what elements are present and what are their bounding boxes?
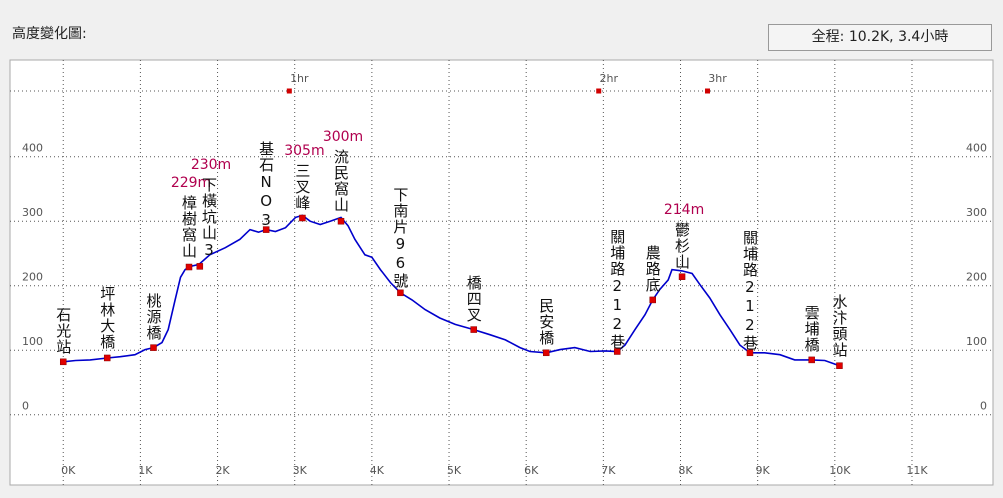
title: 高度變化圖:	[12, 26, 87, 42]
time-marker	[705, 88, 711, 94]
y-tick-label-right: 100	[966, 335, 987, 348]
waypoint-name: 流民窩山	[332, 149, 350, 214]
waypoint	[196, 263, 204, 270]
waypoint-elevation-label: 305m	[284, 143, 325, 159]
waypoint	[836, 362, 843, 369]
waypoint	[746, 349, 754, 357]
x-tick-label: 1K	[138, 464, 153, 477]
waypoint-name: 三叉峰	[293, 163, 312, 211]
time-marker-label: 3hr	[708, 72, 727, 85]
waypoint	[103, 354, 111, 362]
waypoint-elevation-label: 229m	[170, 175, 212, 192]
waypoint	[543, 349, 550, 357]
waypoint-name: 橋四叉	[464, 274, 483, 323]
y-tick-label: 0	[22, 400, 29, 413]
time-marker	[596, 88, 602, 94]
waypoint-elevation-label: 300m	[322, 129, 364, 146]
x-tick-label: 11K	[906, 464, 928, 477]
waypoint	[262, 226, 270, 233]
waypoint-name: 下南片96號	[391, 186, 410, 289]
waypoint	[470, 326, 477, 333]
waypoint-name: 坪林大橋	[98, 285, 117, 350]
plot-panel	[9, 59, 994, 486]
waypoint-name: 水汴頭站	[830, 293, 849, 358]
waypoint	[678, 273, 686, 280]
waypoint	[185, 263, 193, 271]
x-tick-label: 10K	[829, 464, 851, 477]
waypoint-name: 基石NO3	[257, 140, 276, 230]
waypoint-name: 關埔路212巷	[740, 229, 759, 351]
x-tick-label: 0K	[61, 464, 76, 477]
waypoint	[59, 358, 67, 366]
summary-box: 全程: 10.2K, 3.4小時	[768, 24, 992, 51]
waypoint-name: 民安橋	[537, 297, 556, 346]
waypoint-elevation-label: 214m	[663, 201, 705, 218]
waypoint	[397, 289, 404, 297]
y-tick-label: 400	[22, 142, 43, 155]
y-tick-label: 200	[22, 271, 43, 284]
waypoint	[613, 348, 621, 355]
waypoint-name: 鬱杉山	[673, 221, 692, 270]
y-tick-label: 100	[22, 335, 43, 348]
time-marker-label: 2hr	[599, 72, 618, 85]
time-marker-label: 1hr	[290, 72, 309, 85]
x-tick-label: 5K	[447, 464, 462, 477]
x-tick-label: 6K	[524, 464, 539, 477]
x-tick-label: 4K	[370, 464, 385, 477]
waypoint-name: 雲埔橋	[802, 304, 821, 353]
waypoint	[649, 296, 656, 304]
waypoint-name: 關埔路212巷	[608, 228, 627, 350]
y-tick-label: 300	[22, 206, 43, 219]
waypoint	[337, 217, 345, 225]
waypoint-name: 下橫坑山3	[200, 177, 218, 261]
x-tick-label: 2K	[215, 464, 230, 477]
y-tick-label-right: 0	[980, 400, 987, 413]
y-tick-label-right: 400	[966, 142, 987, 155]
waypoint-elevation-label: 230m	[190, 157, 232, 174]
waypoint	[150, 344, 157, 351]
waypoint	[299, 214, 306, 222]
waypoint-name: 桃源橋	[144, 292, 163, 341]
y-tick-label-right: 200	[966, 271, 987, 284]
waypoint-name: 樟樹窩山	[180, 195, 198, 260]
elevation-profile	[63, 214, 840, 367]
time-marker	[286, 88, 292, 94]
x-tick-label: 7K	[601, 464, 616, 477]
y-tick-label-right: 300	[966, 206, 987, 219]
x-tick-label: 3K	[293, 464, 308, 477]
waypoint	[808, 356, 815, 364]
waypoint-name: 石光站	[54, 306, 73, 355]
x-tick-label: 9K	[756, 464, 771, 477]
waypoint-name: 農路底	[643, 244, 662, 293]
x-tick-label: 8K	[678, 464, 693, 477]
